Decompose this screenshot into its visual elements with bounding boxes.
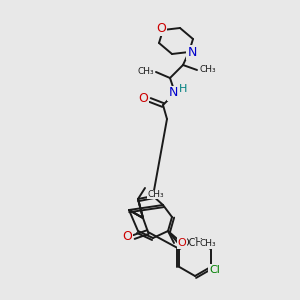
Text: O: O bbox=[122, 230, 132, 244]
Text: Cl: Cl bbox=[209, 265, 220, 275]
Text: OCH₃: OCH₃ bbox=[182, 238, 208, 248]
Text: O: O bbox=[138, 92, 148, 106]
Text: CH₃: CH₃ bbox=[200, 239, 217, 248]
Text: H: H bbox=[179, 84, 187, 94]
Text: N: N bbox=[187, 46, 197, 59]
Text: O: O bbox=[178, 238, 186, 248]
Text: O: O bbox=[181, 238, 190, 248]
Text: CH₃: CH₃ bbox=[137, 68, 154, 76]
Text: O: O bbox=[156, 22, 166, 34]
Text: CH₃: CH₃ bbox=[199, 65, 216, 74]
Text: N: N bbox=[168, 86, 178, 100]
Text: CH₃: CH₃ bbox=[147, 190, 164, 199]
